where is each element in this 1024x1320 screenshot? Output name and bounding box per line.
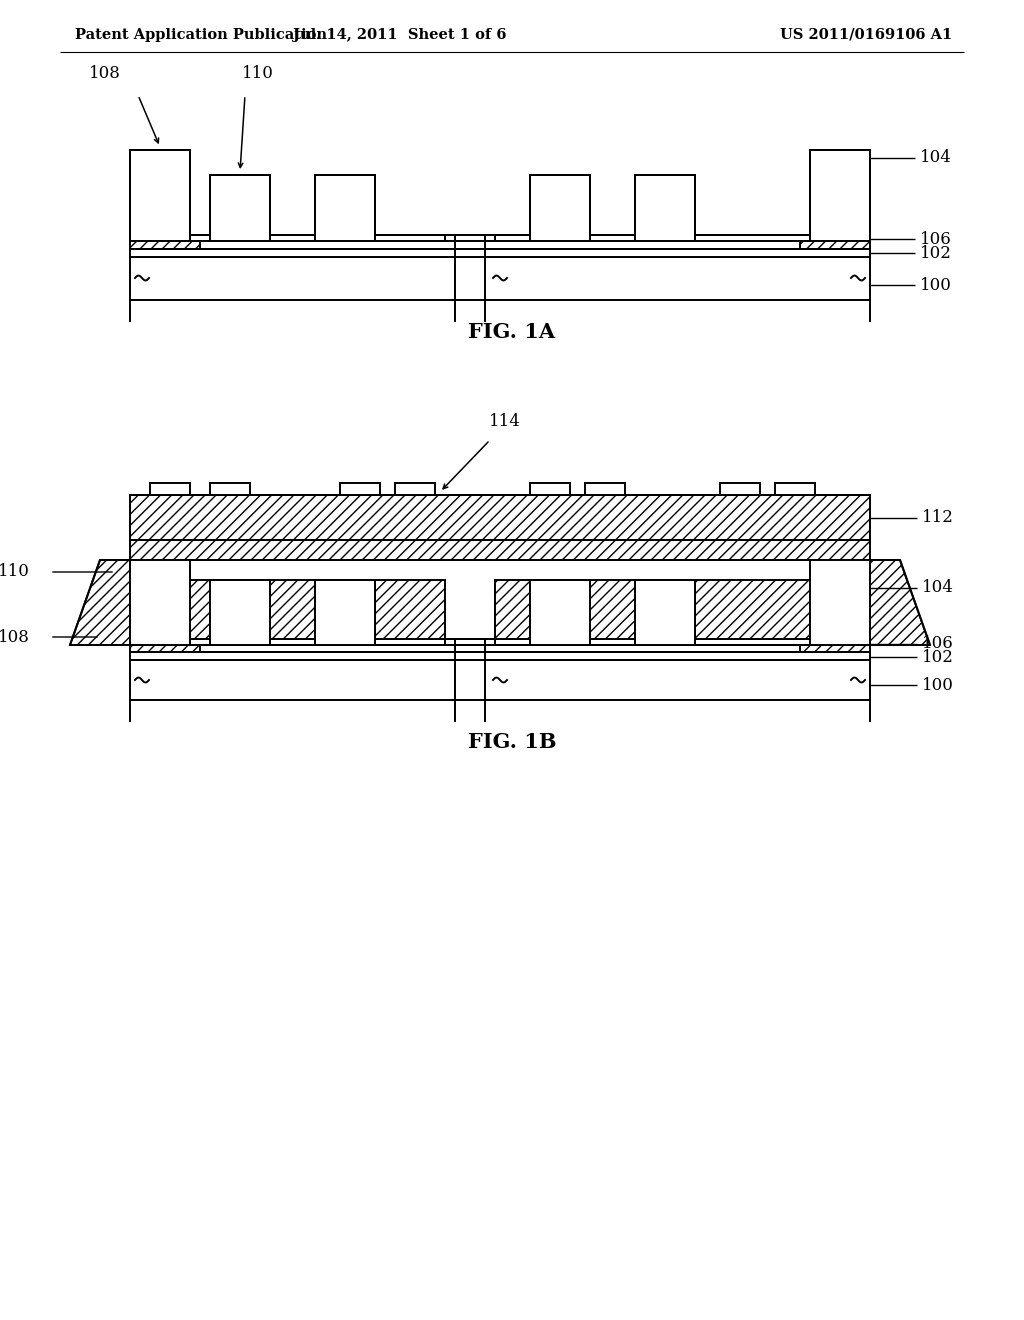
Bar: [590, 579, 635, 639]
Bar: [530, 579, 590, 645]
Text: 110: 110: [0, 564, 30, 581]
Text: FIG. 1A: FIG. 1A: [468, 322, 556, 342]
Bar: [775, 483, 815, 495]
Text: 106: 106: [920, 231, 951, 248]
Bar: [130, 645, 200, 652]
Bar: [720, 483, 760, 495]
Text: 108: 108: [0, 628, 30, 645]
Text: US 2011/0169106 A1: US 2011/0169106 A1: [780, 28, 952, 42]
Bar: [810, 150, 870, 242]
Bar: [530, 176, 590, 242]
Text: Jul. 14, 2011  Sheet 1 of 6: Jul. 14, 2011 Sheet 1 of 6: [293, 28, 507, 42]
Bar: [810, 560, 870, 645]
Text: 102: 102: [922, 648, 954, 665]
Bar: [800, 242, 870, 249]
Bar: [375, 579, 445, 639]
Bar: [270, 579, 315, 639]
Bar: [130, 660, 870, 700]
Bar: [130, 652, 870, 660]
Bar: [800, 645, 870, 652]
Bar: [585, 483, 625, 495]
Bar: [635, 176, 695, 242]
Text: 108: 108: [89, 65, 121, 82]
Bar: [130, 540, 870, 560]
Bar: [210, 483, 250, 495]
Text: 106: 106: [922, 635, 953, 652]
Bar: [130, 249, 870, 257]
Bar: [130, 242, 200, 249]
Text: 100: 100: [920, 276, 952, 293]
Bar: [130, 495, 870, 540]
Bar: [210, 176, 270, 242]
Bar: [150, 483, 190, 495]
Text: 102: 102: [920, 244, 952, 261]
Bar: [315, 579, 375, 645]
Text: 114: 114: [489, 413, 521, 430]
Bar: [210, 579, 270, 645]
Bar: [695, 579, 810, 639]
Text: 100: 100: [922, 676, 954, 693]
Text: Patent Application Publication: Patent Application Publication: [75, 28, 327, 42]
Bar: [635, 579, 695, 645]
Bar: [190, 579, 210, 639]
Polygon shape: [70, 560, 130, 645]
Bar: [315, 176, 375, 242]
Bar: [495, 579, 530, 639]
Text: 104: 104: [922, 579, 954, 597]
Bar: [395, 483, 435, 495]
Bar: [340, 483, 380, 495]
Text: FIG. 1B: FIG. 1B: [468, 733, 556, 752]
Bar: [130, 560, 190, 645]
Bar: [530, 483, 570, 495]
Text: 110: 110: [242, 65, 274, 82]
Bar: [130, 257, 870, 300]
Text: 112: 112: [922, 510, 954, 527]
Polygon shape: [870, 560, 930, 645]
Text: 104: 104: [920, 149, 952, 166]
Bar: [130, 150, 190, 242]
